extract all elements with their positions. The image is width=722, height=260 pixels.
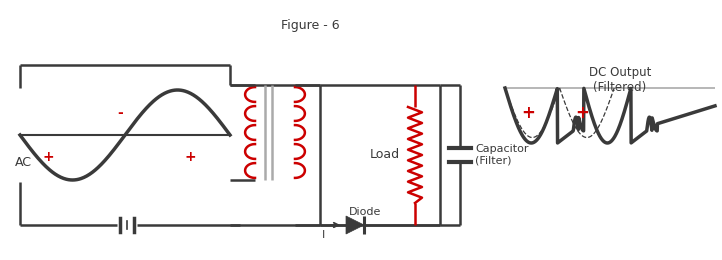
Text: +: + [42, 150, 54, 164]
Polygon shape [346, 216, 364, 234]
Text: Figure - 6: Figure - 6 [281, 18, 339, 31]
Text: +: + [521, 104, 535, 122]
Text: DC Output
(Filtered): DC Output (Filtered) [589, 66, 651, 94]
Text: +: + [575, 104, 589, 122]
Text: Diode: Diode [349, 207, 381, 217]
Text: Capacitor
(Filter): Capacitor (Filter) [475, 144, 529, 166]
Text: -: - [117, 106, 123, 120]
Text: AC: AC [15, 157, 32, 170]
Text: I: I [321, 230, 325, 240]
Text: +: + [184, 150, 196, 164]
Text: Load: Load [370, 148, 400, 161]
